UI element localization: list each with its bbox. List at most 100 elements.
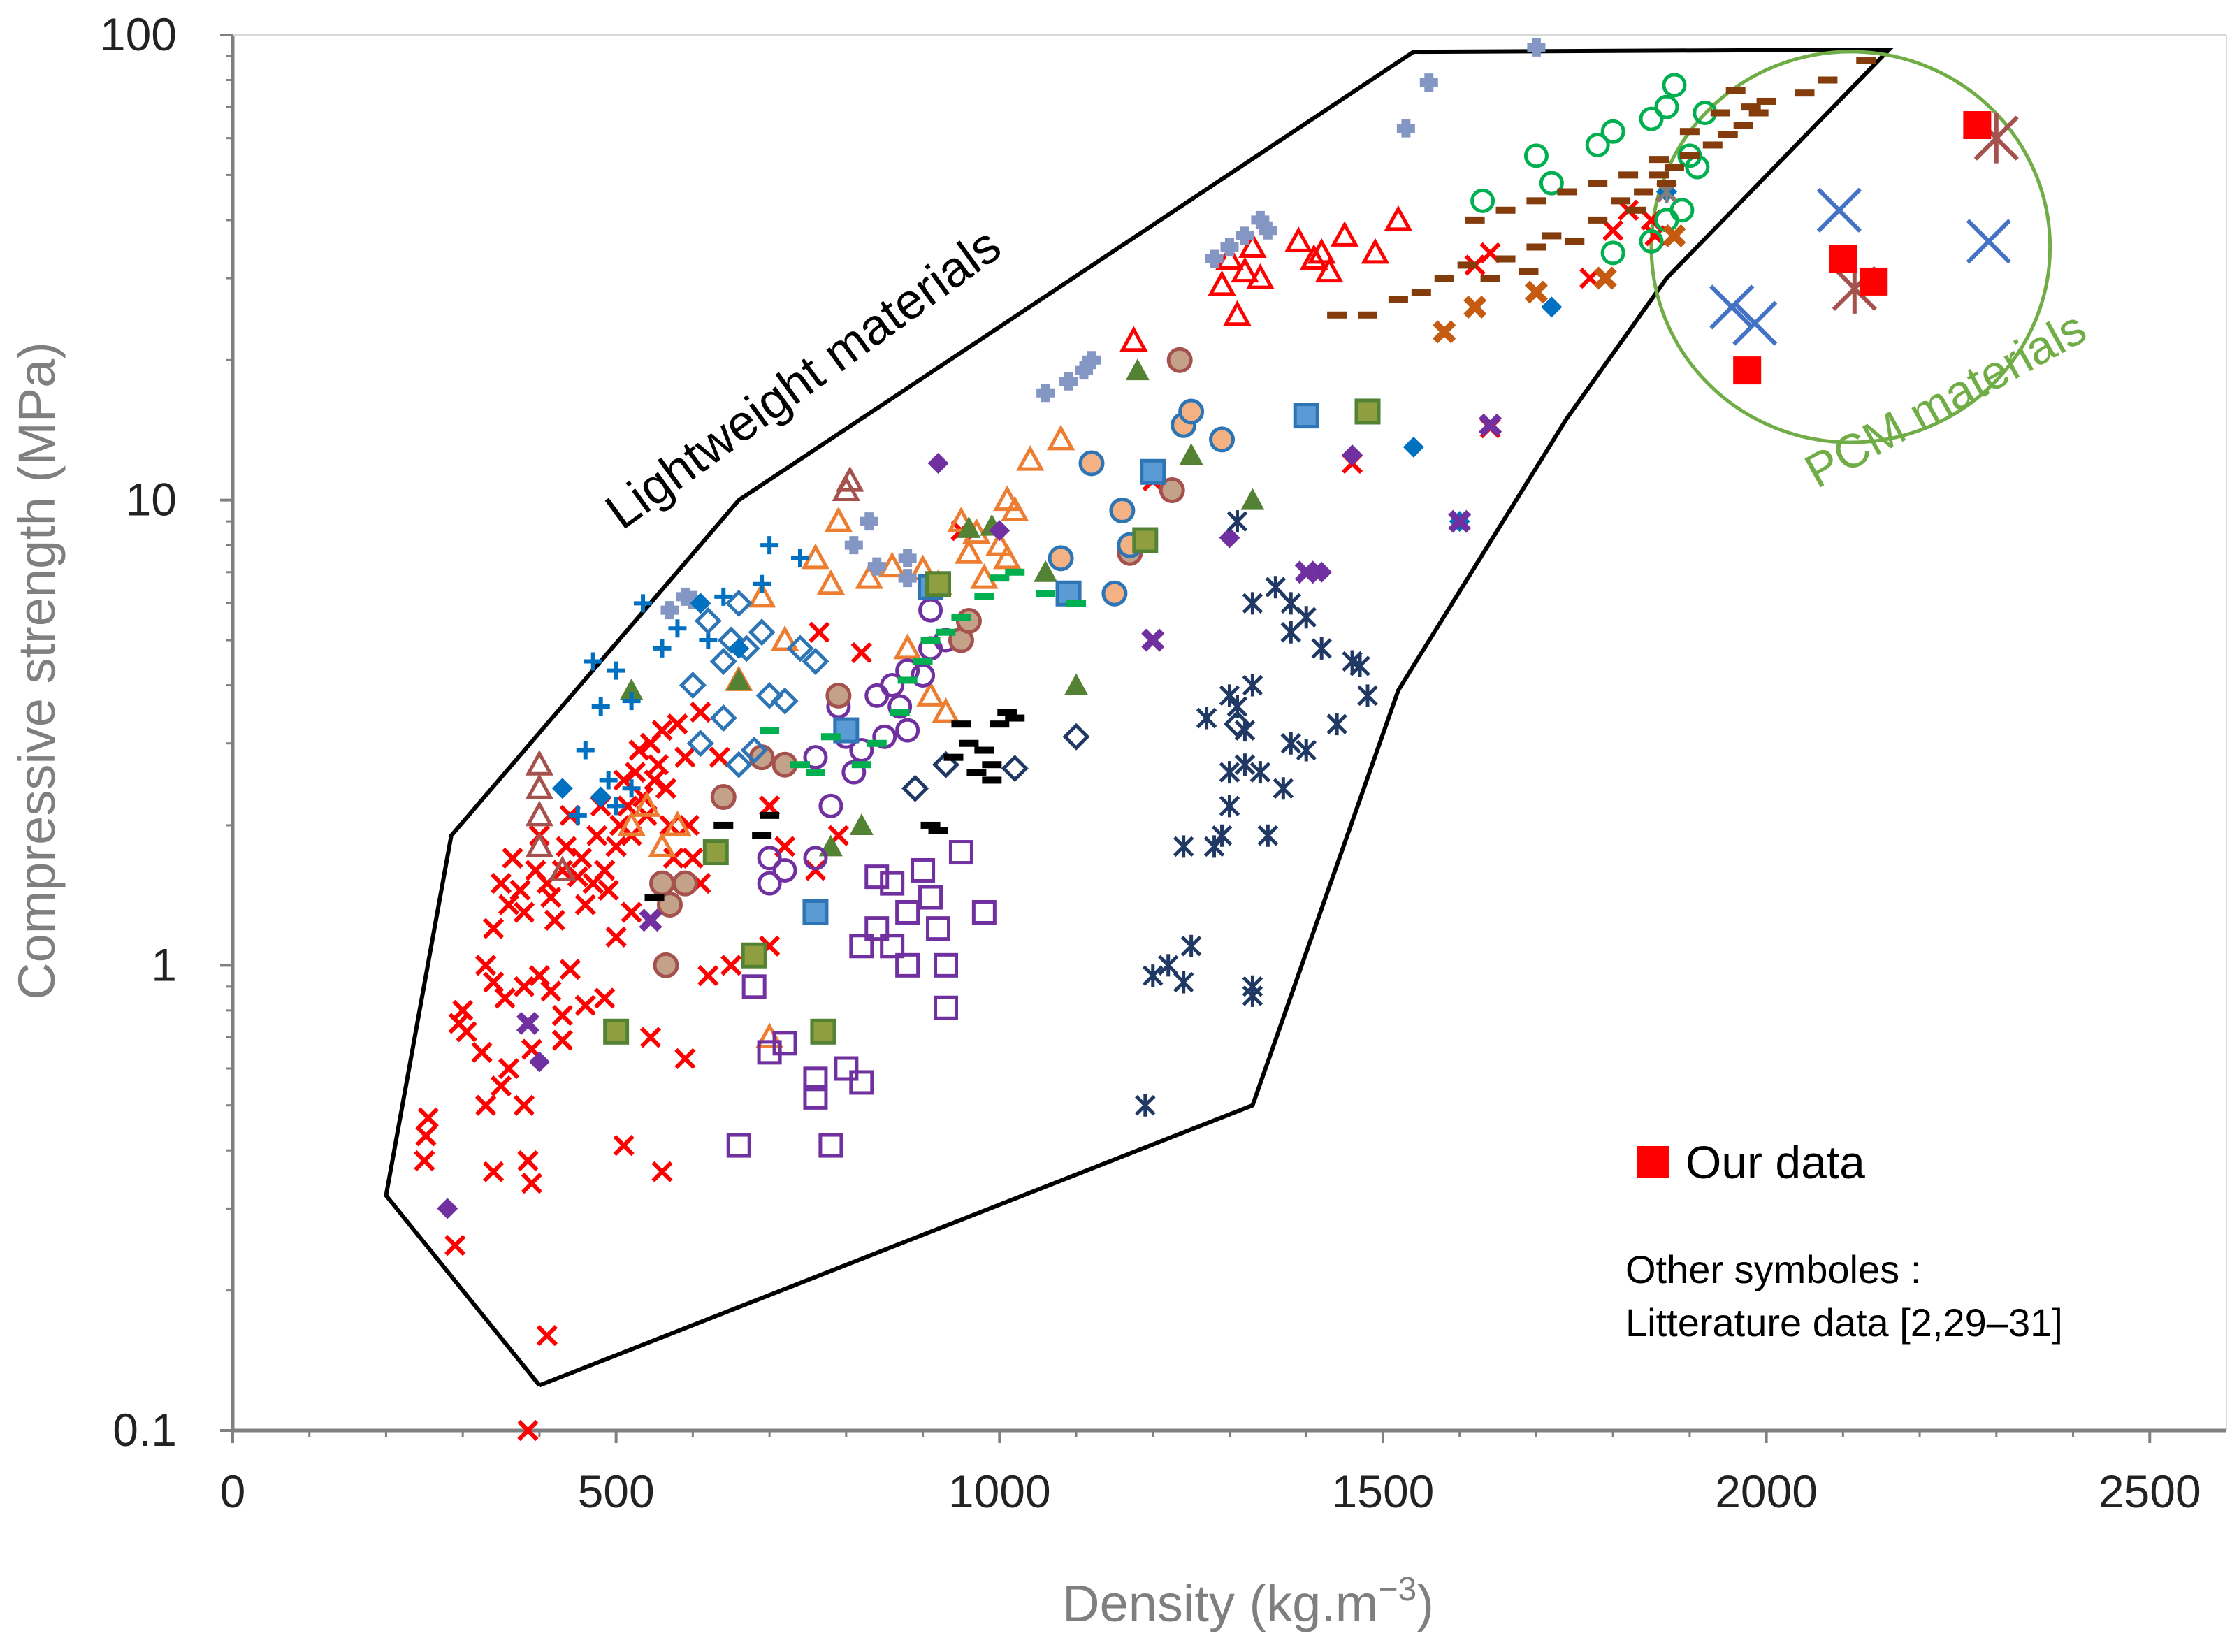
x-marker [720,955,742,976]
open-triangle-marker [525,832,554,857]
bold-x-marker [1463,295,1487,319]
open-diamond-marker [771,687,799,715]
dash-marker [644,894,665,901]
filled-triangle-marker [1034,560,1058,582]
dash-marker [867,739,887,747]
filled-circle-marker [672,870,698,897]
axis-ticks: 0 500 1000 1500 2000 2500 0.1 1 10 100 [100,8,2201,1517]
open-diamond-marker [932,751,960,778]
dash-marker [805,769,825,776]
x-marker [647,754,669,776]
open-diamond-marker [748,618,776,646]
x-marker [417,1107,439,1129]
open-triangle-marker [1384,205,1413,231]
x-marker [651,1161,673,1182]
open-diamond-marker [901,774,929,802]
dash-marker [951,614,971,621]
asterisk-marker [1357,684,1378,707]
dash-marker [1557,188,1577,196]
dash-marker [1649,156,1669,164]
asterisk-marker [1242,984,1263,1007]
open-circle-marker [880,673,905,698]
dash-marker [920,637,941,644]
data-markers [414,38,2019,1442]
asterisk-marker [1234,753,1256,776]
x-marker [474,1094,497,1116]
x-marker [632,786,654,808]
asterisk-marker [1273,777,1294,800]
open-square-marker [726,1133,751,1158]
dash-marker [1327,311,1347,319]
open-triangle-marker [1330,221,1359,247]
open-diamond-marker [694,607,722,635]
filled-square-marker [1354,398,1381,425]
legend-other-line1: Other symboles : [1625,1247,1921,1291]
open-triangle-marker [1238,232,1267,258]
open-diamond-marker [725,589,753,617]
filled-circle-marker [955,607,982,634]
x-marker [682,847,704,869]
dash-marker [951,720,971,728]
open-triangle-marker [993,485,1022,512]
open-circle-marker [872,724,897,749]
open-diamond-marker [725,751,753,778]
dash-marker [1565,238,1585,245]
dash-marker [1526,197,1546,205]
dash-marker [752,832,772,839]
dash-marker [1526,243,1546,251]
open-diamond-marker [686,730,714,758]
dash-marker [990,720,1010,728]
dash-marker [936,628,956,636]
asterisk-marker [1349,655,1370,678]
open-triangle-marker [916,681,945,707]
asterisk-marker [1219,761,1240,784]
large-x-marker [1816,187,1862,233]
dash-marker [1542,232,1562,240]
dash-marker [1618,171,1639,179]
x-marker [517,1419,539,1442]
open-triangle-marker [525,800,554,827]
x-marker [502,847,523,869]
filled-square-marker [603,1018,630,1045]
legend-our-data-label: Our data [1686,1136,1865,1188]
plus-marker [753,574,771,593]
x-marker [651,719,673,741]
bold-plus-marker [1396,119,1415,138]
bold-plus-marker [1236,226,1254,245]
open-triangle-marker [1231,256,1259,283]
open-circle-marker [1600,240,1625,266]
our-data-marker [1829,245,1857,273]
bold-plus-marker [1059,372,1078,391]
dash-marker [1465,216,1485,224]
x-marker [517,1150,539,1172]
asterisk-marker [1143,964,1164,987]
filled-triangle-marker [727,668,751,690]
x-marker [490,872,512,894]
bold-x-marker [1524,280,1548,304]
dash-marker [760,727,780,734]
open-triangle-marker [1223,300,1252,326]
x-marker [1602,219,1624,241]
open-diamond-marker [1062,723,1090,751]
our-data-marker [1963,111,1992,140]
open-triangle-marker [893,633,922,660]
our-data-marker [1860,267,1888,296]
x-marker [690,702,711,723]
x-marker [482,1161,505,1182]
x-marker [697,965,719,987]
filled-triangle-marker [1125,358,1150,381]
open-triangle-marker [770,625,799,651]
x-marker [482,971,505,993]
open-square-marker [933,952,958,978]
asterisk-marker [1219,684,1240,707]
bold-plus-marker [1082,351,1101,370]
open-circle-marker [1654,94,1679,119]
x-marker [513,976,535,997]
y-tick-label: 1 [151,939,177,990]
x-marker [662,847,685,869]
x-marker [544,909,565,931]
x-marker [605,926,627,948]
dash-marker [1411,289,1431,296]
dash-marker [1756,97,1776,105]
dash-marker [920,821,941,829]
